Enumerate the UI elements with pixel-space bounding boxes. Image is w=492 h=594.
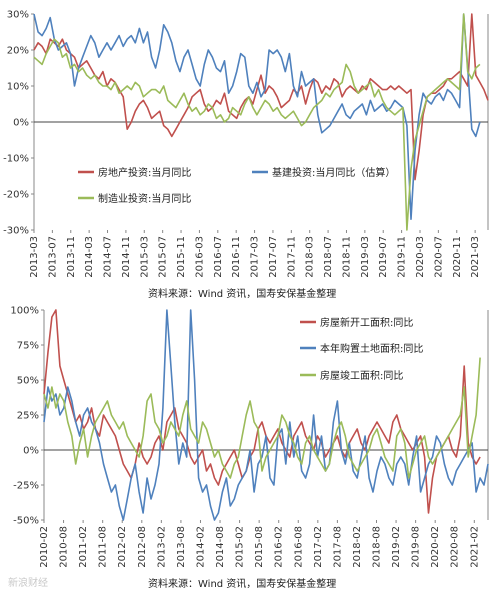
series-line-3 bbox=[43, 357, 481, 479]
x-tick-label: 2013-02 bbox=[156, 526, 167, 568]
chart-top: 30% 20% 10% 0% -10% -20% -30%2013-03 2013-07 201… bbox=[3, 10, 489, 300]
x-tick-label: 2013-03 bbox=[29, 236, 40, 278]
x-tick-label: 2011-08 bbox=[98, 526, 109, 568]
x-tick-label: 2015-03 bbox=[139, 236, 150, 278]
x-tick-label: 2020-03 bbox=[415, 236, 426, 278]
y-tick-label: 10% bbox=[7, 82, 29, 93]
x-tick-label: 2017-08 bbox=[332, 526, 343, 568]
chart-bottom: 100% 75% 50% 25% 0% -25% -50%2010-02 2010-08 201… bbox=[10, 306, 489, 590]
x-tick-label: 2016-02 bbox=[274, 526, 285, 568]
legend-label-3: 制造业投资:当月同比 bbox=[98, 192, 191, 205]
y-tick-label: 50% bbox=[17, 376, 39, 387]
x-tick-label: 2019-02 bbox=[391, 526, 402, 568]
y-tick-label: -50% bbox=[13, 516, 39, 527]
legend-label-2: 本年购置土地面积:同比 bbox=[320, 342, 423, 355]
y-tick-label: 0% bbox=[23, 446, 39, 457]
y-tick-label: 100% bbox=[10, 306, 39, 317]
y-tick-label: 20% bbox=[7, 46, 29, 57]
series-line-3 bbox=[33, 13, 481, 231]
x-tick-label: 2011-02 bbox=[78, 526, 89, 568]
y-tick-label: -20% bbox=[3, 190, 29, 201]
x-tick-label: 2016-08 bbox=[293, 526, 304, 568]
legend-label-1: 房屋新开工面积:同比 bbox=[320, 316, 413, 329]
x-tick-label: 2013-11 bbox=[66, 236, 77, 278]
x-tick-label: 2015-07 bbox=[158, 236, 169, 278]
x-tick-label: 2019-03 bbox=[360, 236, 371, 278]
x-tick-label: 2021-03 bbox=[470, 236, 481, 278]
x-tick-label: 2018-07 bbox=[323, 236, 334, 278]
x-tick-label: 2010-02 bbox=[39, 526, 50, 568]
x-tick-label: 2010-08 bbox=[59, 526, 70, 568]
x-tick-label: 2020-11 bbox=[452, 236, 463, 278]
y-tick-label: -30% bbox=[3, 226, 29, 237]
x-tick-label: 2016-07 bbox=[213, 236, 224, 278]
x-tick-label: 2012-08 bbox=[137, 526, 148, 568]
x-tick-label: 2021-02 bbox=[469, 526, 480, 568]
source-note: 资料来源：Wind 资讯，国寿安保基金整理 bbox=[148, 577, 336, 590]
legend-label-3: 房屋竣工面积:同比 bbox=[320, 369, 403, 382]
x-tick-label: 2019-08 bbox=[411, 526, 422, 568]
series-line-1 bbox=[33, 13, 489, 181]
y-tick-label: 0% bbox=[13, 118, 29, 129]
x-tick-label: 2020-02 bbox=[430, 526, 441, 568]
x-tick-label: 2018-03 bbox=[305, 236, 316, 278]
y-tick-label: -25% bbox=[13, 481, 39, 492]
legend-label-1: 房地产投资:当月同比 bbox=[98, 166, 191, 179]
x-tick-label: 2017-03 bbox=[250, 236, 261, 278]
series-line-2 bbox=[43, 309, 489, 521]
y-tick-label: 25% bbox=[17, 411, 39, 422]
x-tick-label: 2017-07 bbox=[268, 236, 279, 278]
x-tick-label: 2020-07 bbox=[433, 236, 444, 278]
x-tick-label: 2016-11 bbox=[231, 236, 242, 278]
source-note: 资料来源：Wind 资讯，国寿安保基金整理 bbox=[148, 287, 336, 300]
y-tick-label: 30% bbox=[7, 10, 29, 21]
x-tick-label: 2017-11 bbox=[286, 236, 297, 278]
x-tick-label: 2015-11 bbox=[176, 236, 187, 278]
x-tick-label: 2020-08 bbox=[450, 526, 461, 568]
x-tick-label: 2012-02 bbox=[117, 526, 128, 568]
legend-label-2: 基建投资:当月同比（估算） bbox=[272, 166, 395, 179]
series-line-2 bbox=[33, 13, 481, 220]
y-tick-label: -10% bbox=[3, 154, 29, 165]
x-tick-label: 2014-02 bbox=[195, 526, 206, 568]
x-tick-label: 2019-11 bbox=[397, 236, 408, 278]
x-tick-label: 2018-08 bbox=[372, 526, 383, 568]
x-tick-label: 2018-02 bbox=[352, 526, 363, 568]
x-tick-label: 2015-02 bbox=[235, 526, 246, 568]
x-tick-label: 2014-07 bbox=[103, 236, 114, 278]
x-tick-label: 2017-02 bbox=[313, 526, 324, 568]
x-tick-label: 2016-03 bbox=[194, 236, 205, 278]
y-tick-label: 75% bbox=[17, 341, 39, 352]
x-tick-label: 2019-07 bbox=[378, 236, 389, 278]
x-tick-label: 2014-11 bbox=[121, 236, 132, 278]
x-tick-label: 2018-11 bbox=[341, 236, 352, 278]
x-tick-label: 2013-08 bbox=[176, 526, 187, 568]
series-line-1 bbox=[43, 309, 481, 514]
x-tick-label: 2015-08 bbox=[254, 526, 265, 568]
x-tick-label: 2013-07 bbox=[47, 236, 58, 278]
watermark: 新浪财经 bbox=[8, 578, 48, 589]
x-tick-label: 2014-08 bbox=[215, 526, 226, 568]
x-tick-label: 2014-03 bbox=[84, 236, 95, 278]
